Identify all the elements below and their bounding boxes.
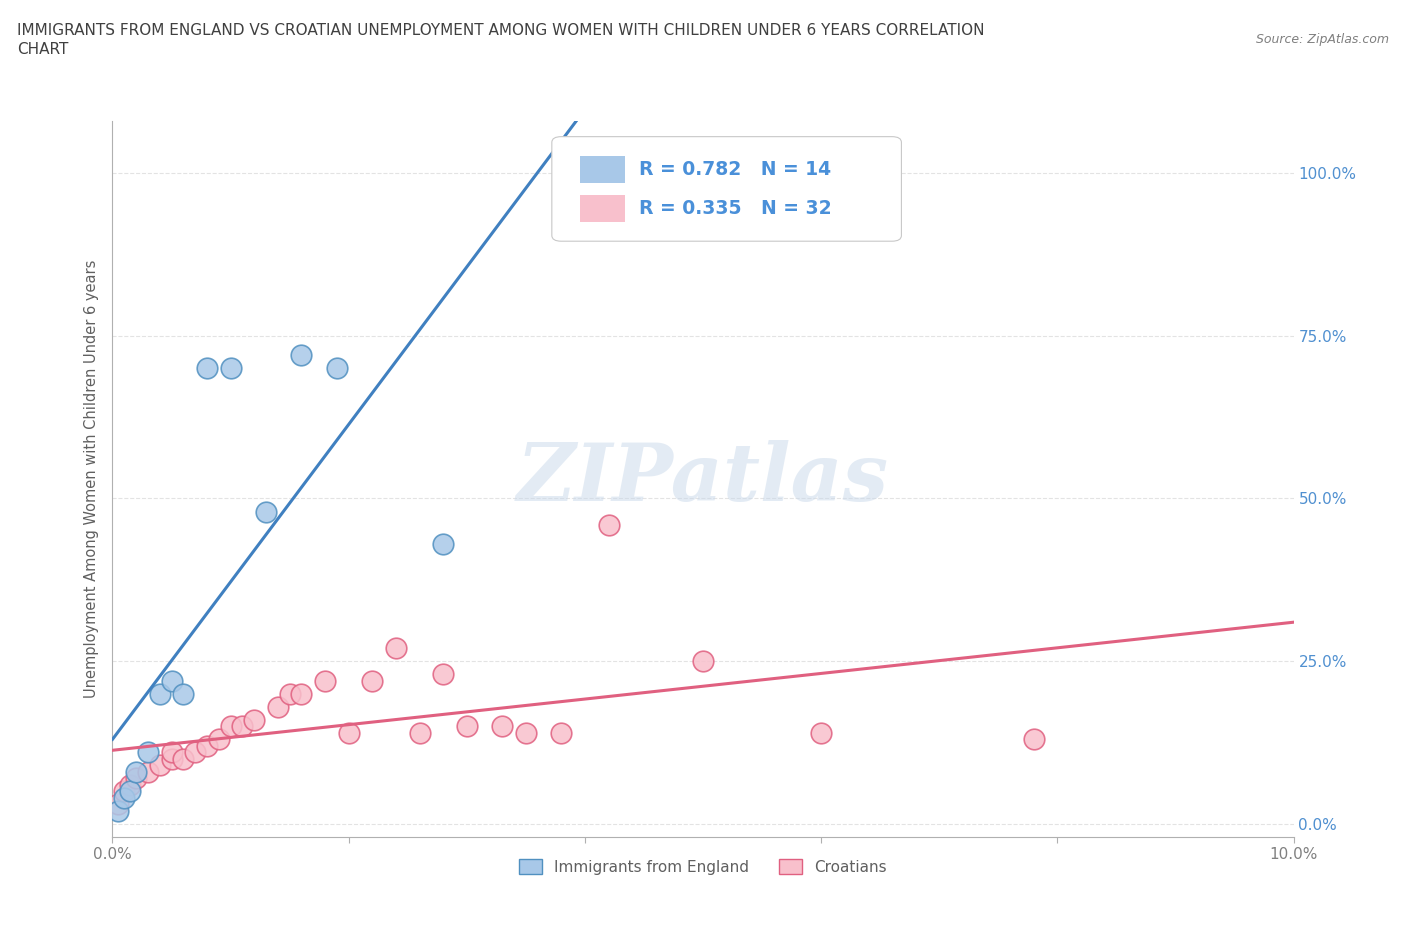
Point xyxy=(149,758,172,773)
Point xyxy=(219,361,242,376)
Point xyxy=(172,751,194,766)
Point xyxy=(219,719,242,734)
Point xyxy=(172,686,194,701)
Point xyxy=(136,745,159,760)
Point xyxy=(278,686,301,701)
Point xyxy=(160,751,183,766)
Point xyxy=(314,673,336,688)
Point xyxy=(112,784,135,799)
Point xyxy=(184,745,207,760)
Point xyxy=(107,804,129,818)
Text: CHART: CHART xyxy=(17,42,69,57)
Text: Source: ZipAtlas.com: Source: ZipAtlas.com xyxy=(1256,33,1389,46)
Point xyxy=(290,348,312,363)
Point xyxy=(550,725,572,740)
Point xyxy=(195,361,218,376)
Point xyxy=(456,719,478,734)
Point xyxy=(491,719,513,734)
Point xyxy=(267,699,290,714)
FancyBboxPatch shape xyxy=(551,137,901,241)
Point xyxy=(810,725,832,740)
FancyBboxPatch shape xyxy=(581,194,626,222)
Point xyxy=(361,673,384,688)
Point xyxy=(385,641,408,656)
Point xyxy=(112,790,135,805)
Point xyxy=(598,517,620,532)
Point xyxy=(160,673,183,688)
FancyBboxPatch shape xyxy=(581,156,626,183)
Point xyxy=(120,784,142,799)
Text: IMMIGRANTS FROM ENGLAND VS CROATIAN UNEMPLOYMENT AMONG WOMEN WITH CHILDREN UNDER: IMMIGRANTS FROM ENGLAND VS CROATIAN UNEM… xyxy=(17,23,984,38)
Point xyxy=(120,777,142,792)
Point xyxy=(136,764,159,779)
Y-axis label: Unemployment Among Women with Children Under 6 years: Unemployment Among Women with Children U… xyxy=(84,259,100,698)
Point xyxy=(243,712,266,727)
Text: R = 0.335   N = 32: R = 0.335 N = 32 xyxy=(640,199,832,218)
Point xyxy=(107,797,129,812)
Point xyxy=(125,764,148,779)
Point xyxy=(254,504,277,519)
Point xyxy=(337,725,360,740)
Point xyxy=(432,537,454,551)
Point xyxy=(326,361,349,376)
Text: ZIPatlas: ZIPatlas xyxy=(517,440,889,518)
Point xyxy=(432,667,454,682)
Point xyxy=(515,725,537,740)
Point xyxy=(208,732,231,747)
Text: R = 0.782   N = 14: R = 0.782 N = 14 xyxy=(640,160,831,179)
Point xyxy=(408,725,430,740)
Point xyxy=(125,771,148,786)
Point xyxy=(149,686,172,701)
Point xyxy=(160,745,183,760)
Point xyxy=(1022,732,1045,747)
Point xyxy=(231,719,253,734)
Point xyxy=(195,738,218,753)
Point xyxy=(692,654,714,669)
Legend: Immigrants from England, Croatians: Immigrants from England, Croatians xyxy=(513,853,893,881)
Point xyxy=(290,686,312,701)
